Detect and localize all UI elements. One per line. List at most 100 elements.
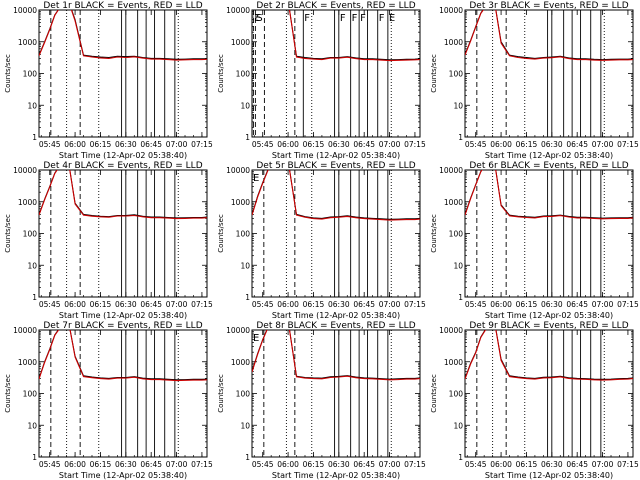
y-axis-label: Counts/sec — [217, 374, 225, 413]
x-tick-label: 06:30 — [541, 300, 563, 309]
x-tick-label: 07:15 — [191, 300, 213, 309]
x-tick-label: 06:45 — [566, 460, 588, 469]
x-tick-label: 07:15 — [191, 140, 213, 149]
y-axis-label: Counts/sec — [217, 214, 225, 253]
time-marker-label: F — [360, 13, 366, 24]
x-tick-label: 06:30 — [541, 460, 563, 469]
y-tick-label: 100 — [236, 70, 251, 79]
plot-frame — [464, 169, 634, 298]
x-tick-label: 07:15 — [617, 300, 639, 309]
x-axis-label: Start Time (12-Apr-02 05:38:40) — [272, 471, 400, 480]
events-series-line — [252, 330, 420, 380]
x-tick-label: 06:30 — [328, 300, 350, 309]
x-tick-label: 06:30 — [328, 460, 350, 469]
y-tick-label: 1 — [32, 453, 37, 462]
detector-panel-8: Det 8r BLACK = Events, RED = LLD 1 10 100 10… — [213, 320, 426, 480]
y-tick-label: 1000 — [444, 358, 463, 367]
y-tick-label: 10000 — [439, 166, 463, 175]
x-tick-label: 06:00 — [64, 460, 86, 469]
plot-frame — [464, 9, 634, 138]
x-tick-label: 06:00 — [64, 140, 86, 149]
events-series-line — [39, 10, 207, 60]
y-tick-label: 10 — [27, 421, 37, 430]
x-tick-label: 06:15 — [303, 300, 325, 309]
x-tick-label: 06:15 — [90, 300, 112, 309]
x-tick-label: 06:45 — [140, 300, 162, 309]
y-tick-label: 100 — [449, 390, 464, 399]
chart-title: Det 3r BLACK = Events, RED = LLD — [469, 1, 628, 11]
y-tick-label: 1000 — [18, 38, 37, 47]
chart-title: Det 9r BLACK = Events, RED = LLD — [469, 321, 628, 331]
time-marker-label: E — [254, 13, 260, 24]
y-tick-label: 1000 — [18, 198, 37, 207]
detector-chart-5: Det 5r BLACK = Events, RED = LLD 1 10 100 10… — [217, 161, 426, 320]
chart-title: Det 2r BLACK = Events, RED = LLD — [256, 1, 415, 11]
x-tick-label: 06:00 — [490, 300, 512, 309]
x-tick-label: 05:45 — [465, 140, 487, 149]
events-series-line — [39, 330, 207, 381]
time-marker-label: F — [352, 13, 358, 24]
lld-series-line — [39, 10, 207, 61]
time-marker-label: F — [340, 13, 346, 24]
y-tick-label: 1 — [245, 133, 250, 142]
y-tick-label: 10000 — [226, 166, 250, 175]
y-tick-label: 100 — [23, 230, 38, 239]
x-tick-label: 06:00 — [490, 140, 512, 149]
y-tick-label: 10000 — [226, 6, 250, 15]
y-tick-label: 10 — [240, 421, 250, 430]
y-tick-label: 10000 — [13, 326, 37, 335]
x-tick-label: 06:45 — [140, 140, 162, 149]
y-tick-label: 1 — [458, 293, 463, 302]
y-axis-label: Counts/sec — [4, 214, 12, 253]
x-tick-label: 05:45 — [252, 460, 274, 469]
y-tick-label: 10 — [453, 421, 463, 430]
detector-panel-2: Det 2r BLACK = Events, RED = LLD 1 10 100 10… — [213, 0, 426, 160]
x-tick-label: 07:00 — [166, 300, 188, 309]
x-tick-label: 06:45 — [353, 460, 375, 469]
x-tick-label: 06:30 — [541, 140, 563, 149]
y-tick-label: 1 — [245, 293, 250, 302]
lld-series-line — [39, 170, 207, 220]
detector-panel-3: Det 3r BLACK = Events, RED = LLD 1 10 100 10… — [426, 0, 639, 160]
y-tick-label: 1 — [458, 133, 463, 142]
y-tick-label: 10 — [240, 101, 250, 110]
x-tick-label: 05:45 — [465, 460, 487, 469]
detector-panel-5: Det 5r BLACK = Events, RED = LLD 1 10 100 10… — [213, 160, 426, 320]
y-tick-label: 100 — [449, 230, 464, 239]
time-marker-label: F — [379, 13, 385, 24]
lld-series-line — [252, 170, 420, 221]
plot-frame — [464, 329, 634, 458]
x-tick-label: 07:00 — [379, 300, 401, 309]
y-tick-label: 1000 — [444, 198, 463, 207]
plot-frame — [38, 329, 208, 458]
plot-frame — [38, 169, 208, 298]
y-tick-label: 1000 — [231, 358, 250, 367]
y-tick-label: 1 — [458, 453, 463, 462]
time-marker-label: E — [389, 13, 395, 24]
x-tick-label: 06:00 — [277, 300, 299, 309]
y-tick-label: 1000 — [444, 38, 463, 47]
x-tick-label: 07:00 — [166, 460, 188, 469]
detector-chart-2: Det 2r BLACK = Events, RED = LLD 1 10 100 10… — [217, 1, 426, 160]
x-tick-label: 06:15 — [516, 460, 538, 469]
detector-panel-4: Det 4r BLACK = Events, RED = LLD 1 10 100 10… — [0, 160, 213, 320]
detector-panel-7: Det 7r BLACK = Events, RED = LLD 1 10 100 10… — [0, 320, 213, 480]
y-tick-label: 100 — [449, 70, 464, 79]
x-tick-label: 06:15 — [516, 140, 538, 149]
x-axis-label: Start Time (12-Apr-02 05:38:40) — [485, 311, 613, 320]
x-tick-label: 07:00 — [379, 460, 401, 469]
lld-series-line — [465, 330, 633, 381]
x-tick-label: 07:00 — [592, 300, 614, 309]
events-series-line — [289, 10, 420, 61]
x-tick-label: 06:30 — [115, 300, 137, 309]
y-tick-label: 10000 — [439, 326, 463, 335]
x-tick-label: 05:45 — [39, 460, 61, 469]
y-tick-label: 10000 — [439, 6, 463, 15]
y-tick-label: 1 — [32, 133, 37, 142]
y-tick-label: 1 — [32, 293, 37, 302]
detector-chart-3: Det 3r BLACK = Events, RED = LLD 1 10 100 10… — [430, 1, 639, 160]
x-tick-label: 06:15 — [516, 300, 538, 309]
plot-frame — [38, 9, 208, 138]
y-axis-label: Counts/sec — [430, 374, 438, 413]
